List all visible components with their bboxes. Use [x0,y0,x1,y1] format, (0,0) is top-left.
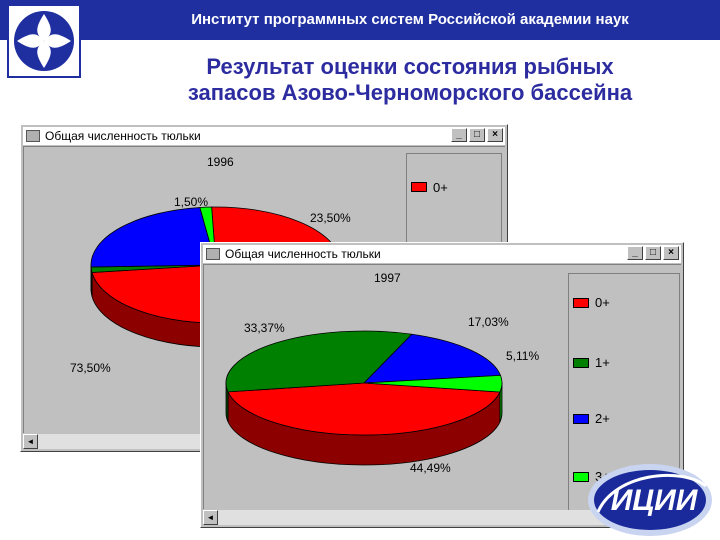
pie-chart-1997 [225,330,503,466]
close-button[interactable]: × [487,128,503,142]
slide-title: Результат оценки состояния рыбных запасо… [100,54,720,106]
pie-slice-2plus [90,207,217,268]
pie-slice-2plus [362,333,502,384]
legend-swatch-1plus [573,358,589,368]
window-titlebar[interactable]: Общая численность тюльки _ □ × [23,127,505,145]
institute-logo-icon [14,11,74,71]
data-label-3plus: 5,11% [506,349,540,363]
scroll-left-button[interactable]: ◄ [203,510,218,525]
legend-label-0plus: 0+ [595,295,610,310]
scroll-left-button[interactable]: ◄ [23,434,38,449]
header-title: Институт программных систем Российской а… [191,11,629,28]
data-label-0plus: 73,50% [70,361,111,375]
icii-logo: ИЦИИ [588,464,712,536]
close-button[interactable]: × [663,246,679,260]
data-label-0plus: 44,49% [410,461,451,475]
pie-slice-0plus [227,382,501,436]
data-label-2plus: 23,50% [310,211,351,225]
data-label-2plus: 17,03% [468,315,509,329]
legend-swatch-2plus [573,414,589,424]
window-title: Общая численность тюльки [225,247,381,261]
maximize-button[interactable]: □ [469,128,485,142]
header-bar: Институт программных систем Российской а… [0,0,720,40]
chart-area: 1997 33,37% 17,03% 5,11% 44,49% 0+ 1+ 2+… [203,264,681,511]
window-app-icon [26,130,40,142]
slide-title-line1: Результат оценки состояния рыбных [206,54,614,79]
chart-title: 1996 [207,155,234,169]
horizontal-scrollbar[interactable]: ◄ [203,510,681,525]
legend: 0+ [406,153,502,249]
legend-swatch-3plus [573,472,589,482]
legend-label-0plus: 0+ [433,180,448,195]
legend-label-2plus: 2+ [595,411,610,426]
data-label-1plus: 33,37% [244,321,285,335]
slide-title-line2: запасов Азово-Черноморского бассейна [187,80,633,105]
window-titlebar[interactable]: Общая численность тюльки _ □ × [203,245,681,263]
institute-logo [7,4,81,78]
chart-window-1997[interactable]: Общая численность тюльки _ □ × 1997 33,3… [200,242,684,528]
window-title: Общая численность тюльки [45,129,201,143]
legend-swatch-0plus [411,182,427,192]
minimize-button[interactable]: _ [627,246,643,260]
icii-logo-text: ИЦИИ [611,484,699,517]
maximize-button[interactable]: □ [645,246,661,260]
chart-title: 1997 [374,271,401,285]
legend-label-1plus: 1+ [595,355,610,370]
pie-slice-1plus [225,330,413,393]
legend-swatch-0plus [573,298,589,308]
window-app-icon [206,248,220,260]
data-label-1plus: 1,50% [174,195,209,209]
pie-slice-3plus [363,374,503,393]
minimize-button[interactable]: _ [451,128,467,142]
